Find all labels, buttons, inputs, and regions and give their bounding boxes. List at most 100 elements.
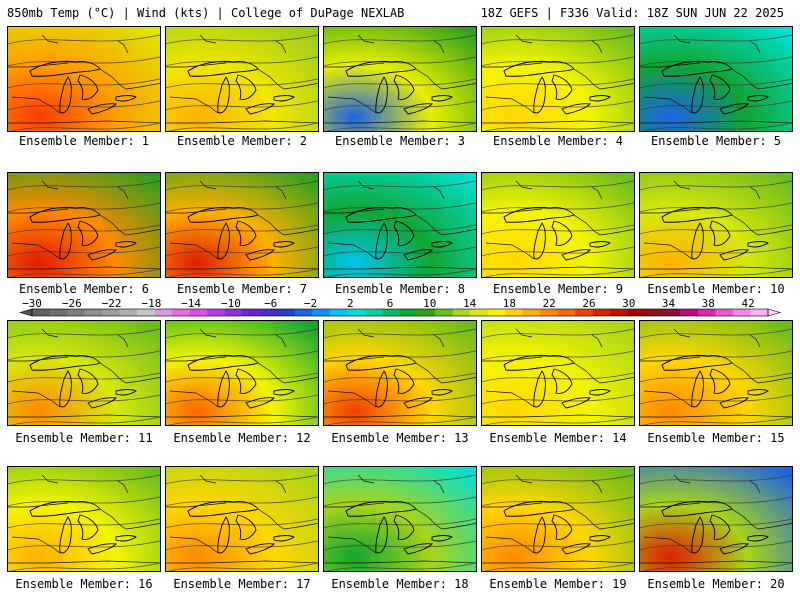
- temperature-field-map: [166, 467, 318, 571]
- boundary-line: [515, 180, 533, 190]
- boundary-line: [433, 186, 445, 200]
- great-lakes-outline: [431, 389, 453, 396]
- temperature-shading: [324, 27, 476, 131]
- great-lakes-outline: [589, 389, 611, 396]
- contour-line: [166, 202, 318, 213]
- ensemble-member-label: Ensemble Member: 15: [647, 431, 785, 445]
- colorbar-max-arrow: [767, 308, 782, 317]
- great-lakes-outline: [551, 514, 573, 540]
- boundary-line: [640, 356, 701, 362]
- temperature-shading: [8, 27, 160, 131]
- colorbar-segment: [557, 309, 576, 316]
- colorbar-tick-label: −26: [62, 298, 82, 310]
- colorbar-segment: [224, 309, 243, 316]
- great-lakes-outline: [503, 60, 575, 77]
- boundary-line: [169, 536, 219, 554]
- boundary-line: [482, 62, 543, 68]
- ensemble-member-label: Ensemble Member: 16: [15, 577, 153, 591]
- contour-line: [326, 416, 476, 425]
- colorbar-segment: [610, 309, 629, 316]
- temperature-shading: [166, 467, 318, 571]
- boundary-line: [673, 34, 691, 44]
- ensemble-member-map: [165, 26, 319, 132]
- great-lakes-outline: [77, 220, 99, 246]
- temperature-field-map: [8, 27, 160, 131]
- great-lakes-outline: [77, 514, 99, 540]
- ensemble-member-map: [7, 26, 161, 132]
- great-lakes-outline: [59, 370, 72, 408]
- contour-line: [484, 268, 634, 277]
- boundary-line: [324, 502, 385, 508]
- colorbar-segment: [364, 309, 383, 316]
- great-lakes-outline: [533, 370, 546, 408]
- colorbar-tick-label: 6: [387, 298, 394, 310]
- great-lakes-outline: [403, 543, 433, 555]
- great-lakes-outline: [273, 95, 295, 102]
- great-lakes-outline: [533, 516, 546, 554]
- great-lakes-outline: [187, 500, 259, 517]
- ensemble-member-map: [165, 320, 319, 426]
- boundary-line: [485, 242, 535, 260]
- great-lakes-outline: [273, 535, 295, 542]
- boundary-line: [11, 390, 61, 408]
- temperature-shading: [166, 321, 318, 425]
- contour-line: [8, 78, 160, 89]
- boundary-line: [433, 40, 445, 54]
- boundary-line: [515, 328, 533, 338]
- temperature-field-map: [324, 173, 476, 277]
- boundary-line: [117, 186, 129, 200]
- great-lakes-outline: [561, 249, 591, 261]
- boundary-line: [324, 208, 385, 214]
- boundary-line: [275, 334, 287, 348]
- contour-line: [8, 34, 160, 45]
- boundary-line: [515, 34, 533, 44]
- colorbar-segment: [154, 309, 173, 316]
- temperature-field-map: [324, 321, 476, 425]
- great-lakes-outline: [375, 222, 388, 260]
- boundary-line: [643, 390, 693, 408]
- boundary-line: [8, 120, 160, 124]
- great-lakes-outline: [115, 535, 137, 542]
- great-lakes-outline: [187, 60, 259, 77]
- boundary-line: [591, 40, 603, 54]
- ensemble-member-map: [639, 26, 793, 132]
- great-lakes-outline: [561, 543, 591, 555]
- contour-line: [324, 224, 476, 235]
- temperature-field-map: [166, 27, 318, 131]
- boundary-line: [199, 328, 217, 338]
- contour-line: [166, 246, 318, 257]
- contour-line: [482, 202, 634, 213]
- contour-line: [166, 100, 318, 111]
- great-lakes-outline: [393, 74, 415, 100]
- contour-line: [640, 56, 792, 67]
- great-lakes-outline: [691, 370, 704, 408]
- temperature-field-map: [482, 173, 634, 277]
- boundary-line: [275, 480, 287, 494]
- contour-line: [166, 56, 318, 67]
- boundary-line: [257, 362, 318, 384]
- colorbar-segment: [575, 309, 594, 316]
- boundary-line: [415, 214, 476, 236]
- colorbar-segment: [294, 309, 313, 316]
- temperature-shading: [324, 173, 476, 277]
- great-lakes-outline: [747, 95, 769, 102]
- great-lakes-outline: [375, 76, 388, 114]
- contour-line: [8, 180, 160, 191]
- great-lakes-outline: [375, 516, 388, 554]
- contour-line: [166, 34, 318, 45]
- colorbar-segment: [435, 309, 453, 316]
- boundary-line: [357, 34, 375, 44]
- temperature-field-map: [482, 321, 634, 425]
- temperature-field-map: [8, 467, 160, 571]
- colorbar-min-arrow: [18, 308, 33, 317]
- contour-line: [640, 540, 792, 551]
- temperature-field-map: [640, 321, 792, 425]
- boundary-line: [591, 480, 603, 494]
- contour-line: [640, 224, 792, 235]
- great-lakes-outline: [747, 389, 769, 396]
- great-lakes-outline: [87, 397, 117, 409]
- boundary-line: [169, 242, 219, 260]
- colorbar-tick-label: −18: [141, 298, 161, 310]
- contour-line: [324, 34, 476, 45]
- great-lakes-outline: [503, 354, 575, 371]
